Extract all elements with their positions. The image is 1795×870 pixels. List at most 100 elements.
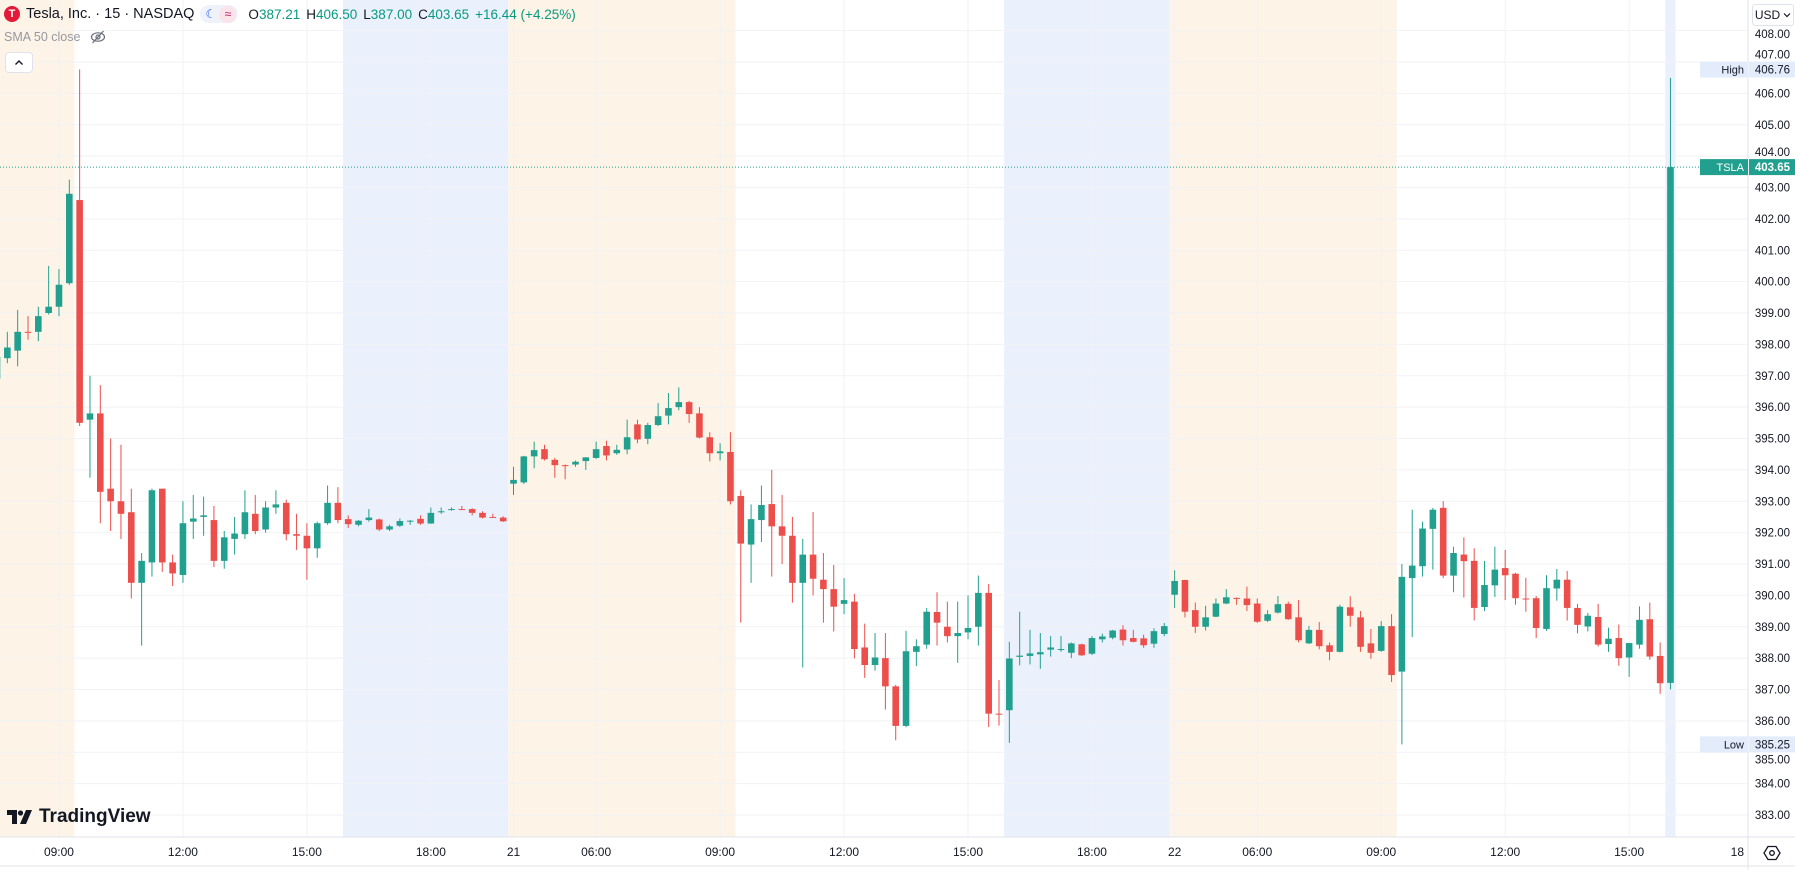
indicator-name[interactable]: SMA 50 close [4, 30, 81, 44]
candle [1377, 621, 1385, 652]
settings-icon[interactable] [1762, 843, 1782, 863]
candle [458, 505, 466, 511]
open-value: O387.21 [248, 6, 301, 22]
candle-body [1346, 607, 1354, 616]
candle [1026, 629, 1034, 665]
candle [1594, 603, 1602, 647]
candle [138, 553, 145, 646]
candle [158, 488, 166, 572]
price-tick-label: 408.00 [1755, 29, 1790, 41]
candle-body [572, 461, 579, 465]
candle-body [1305, 629, 1313, 644]
symbol-legend: T Tesla, Inc. · 15 · NASDAQ ☾ ≈ O387.21 … [4, 5, 576, 23]
price-tick-label: 401.00 [1755, 245, 1790, 257]
candle [127, 488, 135, 599]
candle-body [716, 451, 724, 454]
candle-body [313, 523, 321, 549]
candle [861, 623, 869, 678]
candle [1295, 600, 1302, 643]
candle-body [1171, 580, 1178, 595]
candle-body [1315, 629, 1323, 647]
candle-body [1625, 643, 1633, 658]
candle [437, 507, 445, 514]
candle [1160, 622, 1168, 637]
candle-body [386, 526, 393, 530]
price-tick-label: 394.00 [1755, 465, 1790, 477]
candle [913, 639, 920, 666]
candle-body [1594, 617, 1602, 645]
candle-body [406, 520, 414, 522]
candle [1243, 586, 1251, 612]
candle-body [675, 402, 683, 408]
close-value: C403.65 [418, 6, 470, 22]
candle-body [97, 413, 104, 492]
candle-body [882, 658, 889, 687]
postmarket-band [343, 0, 509, 837]
candle [375, 518, 383, 532]
candle [1543, 575, 1550, 631]
candle-body [1470, 560, 1478, 608]
candle-body [1419, 528, 1426, 567]
candle-body [644, 425, 652, 439]
candle [1574, 603, 1581, 634]
candle-body [179, 523, 187, 575]
candle [1408, 509, 1416, 638]
candle [1326, 642, 1333, 661]
time-tick-label: 15:00 [953, 845, 983, 859]
price-axis[interactable]: 383.00 384.00 385.00 386.00 387.00 388.00 389.… [1755, 29, 1790, 822]
candle [1481, 560, 1488, 612]
price-tick-label: 383.00 [1755, 810, 1790, 822]
candle-body [623, 437, 631, 450]
candle-body [1130, 638, 1137, 642]
candle-body [1377, 626, 1385, 651]
candle [530, 441, 538, 469]
time-axis[interactable]: 09:00 12:00 15:00 18:00 21 06:00 09:00 12:00 15:… [44, 845, 1744, 859]
candle-body [1357, 617, 1364, 647]
price-tick-label: 399.00 [1755, 308, 1790, 320]
candle-body [1450, 553, 1457, 576]
high-value: H406.50 [306, 6, 358, 22]
approx-icon[interactable]: ≈ [219, 5, 237, 23]
candle [1088, 636, 1096, 655]
candle [251, 494, 259, 535]
price-tick-label: 406.00 [1755, 88, 1790, 100]
last-label: TSLA [1716, 162, 1744, 174]
candle [293, 513, 300, 550]
currency-selector[interactable]: USD [1752, 4, 1794, 26]
time-tick-label: 06:00 [581, 845, 611, 859]
candle [1099, 633, 1106, 643]
candle [706, 432, 714, 462]
moon-icon[interactable]: ☾ [205, 7, 217, 21]
candle [975, 575, 982, 646]
time-tick-label: 09:00 [1366, 845, 1396, 859]
candle-body [1099, 636, 1106, 640]
price-tick-label: 396.00 [1755, 402, 1790, 414]
candle [758, 485, 765, 543]
candle-body [1274, 604, 1282, 613]
collapse-legend-button[interactable] [5, 52, 33, 73]
candle-body [189, 518, 197, 522]
candle [1171, 570, 1178, 608]
price-tick-label: 402.00 [1755, 214, 1790, 226]
candle [1450, 546, 1457, 593]
candle [1470, 548, 1478, 621]
eye-off-icon[interactable] [90, 30, 106, 44]
candle-body [66, 193, 73, 284]
candle [1109, 629, 1116, 640]
candle [200, 496, 207, 536]
candle-body [1212, 603, 1220, 617]
price-tick-label: 400.00 [1755, 277, 1790, 289]
candle [623, 419, 631, 455]
grid-lines [0, 0, 1748, 837]
candle-body [24, 331, 32, 333]
price-tick-label: 385.00 [1755, 754, 1790, 766]
candle [923, 607, 930, 649]
candle-body [138, 560, 145, 583]
currency-label: USD [1754, 8, 1781, 22]
symbol-title[interactable]: Tesla, Inc. · 15 · NASDAQ [26, 6, 195, 22]
tradingview-logo[interactable]: TradingView [7, 806, 151, 828]
candle-body [55, 284, 63, 307]
candle [933, 592, 941, 646]
candle [520, 455, 528, 484]
